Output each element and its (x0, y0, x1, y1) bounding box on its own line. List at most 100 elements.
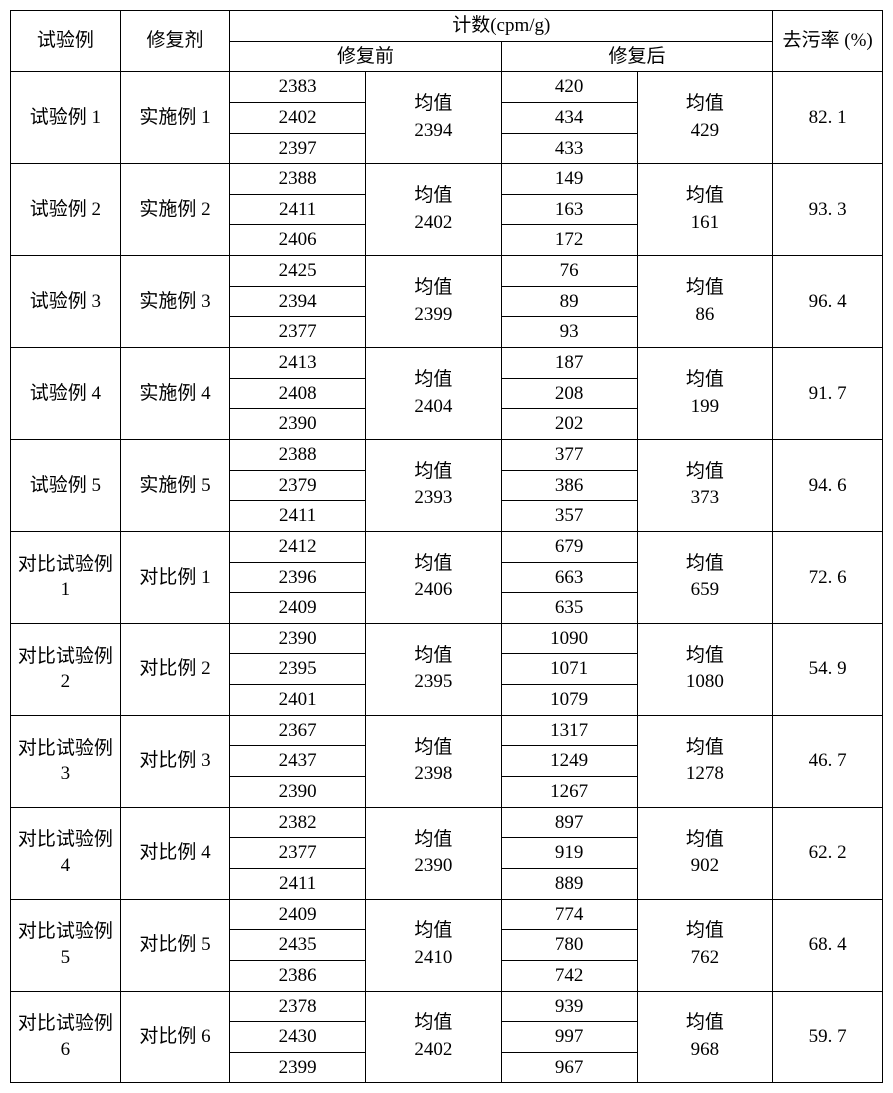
cell-before-value: 2386 (230, 960, 366, 991)
header-count-group: 计数(cpm/g) (230, 11, 773, 42)
table-row: 对比试验例 5对比例 52409均值2410774均值76268. 4 (11, 899, 883, 930)
cell-after-value: 433 (501, 133, 637, 164)
cell-before-value: 2412 (230, 531, 366, 562)
cell-after-value: 89 (501, 286, 637, 317)
cell-before-mean: 均值2399 (366, 256, 502, 348)
cell-after-value: 208 (501, 378, 637, 409)
cell-test-example: 试验例 3 (11, 256, 121, 348)
cell-after-value: 1071 (501, 654, 637, 685)
cell-after-value: 939 (501, 991, 637, 1022)
cell-after-value: 202 (501, 409, 637, 440)
cell-before-value: 2397 (230, 133, 366, 164)
table-row: 对比试验例 2对比例 22390均值23951090均值108054. 9 (11, 623, 883, 654)
cell-before-value: 2379 (230, 470, 366, 501)
cell-before-value: 2408 (230, 378, 366, 409)
cell-before-mean: 均值2398 (366, 715, 502, 807)
cell-before-mean: 均值2394 (366, 72, 502, 164)
cell-test-example: 试验例 1 (11, 72, 121, 164)
cell-after-value: 1317 (501, 715, 637, 746)
cell-after-value: 1267 (501, 777, 637, 808)
cell-after-mean: 均值199 (637, 348, 773, 440)
cell-after-value: 377 (501, 439, 637, 470)
header-agent: 修复剂 (120, 11, 230, 72)
cell-agent: 对比例 4 (120, 807, 230, 899)
cell-before-value: 2413 (230, 348, 366, 379)
cell-after-value: 163 (501, 194, 637, 225)
cell-decon-rate: 46. 7 (773, 715, 883, 807)
table-row: 对比试验例 1对比例 12412均值2406679均值65972. 6 (11, 531, 883, 562)
cell-after-value: 997 (501, 1022, 637, 1053)
cell-before-value: 2378 (230, 991, 366, 1022)
cell-after-mean: 均值762 (637, 899, 773, 991)
cell-after-value: 780 (501, 930, 637, 961)
cell-before-mean: 均值2402 (366, 991, 502, 1083)
cell-after-value: 187 (501, 348, 637, 379)
cell-decon-rate: 91. 7 (773, 348, 883, 440)
table-row: 试验例 5实施例 52388均值2393377均值37394. 6 (11, 439, 883, 470)
cell-after-value: 420 (501, 72, 637, 103)
cell-test-example: 对比试验例 5 (11, 899, 121, 991)
cell-before-value: 2411 (230, 194, 366, 225)
cell-after-value: 774 (501, 899, 637, 930)
cell-after-mean: 均值1278 (637, 715, 773, 807)
cell-after-mean: 均值659 (637, 531, 773, 623)
table-row: 试验例 3实施例 32425均值239976均值8696. 4 (11, 256, 883, 287)
cell-after-mean: 均值373 (637, 439, 773, 531)
cell-before-value: 2435 (230, 930, 366, 961)
cell-after-mean: 均值161 (637, 164, 773, 256)
cell-test-example: 试验例 5 (11, 439, 121, 531)
cell-before-value: 2411 (230, 868, 366, 899)
cell-test-example: 试验例 2 (11, 164, 121, 256)
cell-after-value: 1079 (501, 685, 637, 716)
cell-agent: 对比例 2 (120, 623, 230, 715)
cell-before-value: 2425 (230, 256, 366, 287)
table-row: 对比试验例 3对比例 32367均值23981317均值127846. 7 (11, 715, 883, 746)
cell-after-value: 897 (501, 807, 637, 838)
header-decon-rate: 去污率 (%) (773, 11, 883, 72)
cell-after-value: 663 (501, 562, 637, 593)
cell-agent: 实施例 1 (120, 72, 230, 164)
cell-agent: 对比例 3 (120, 715, 230, 807)
cell-after-value: 742 (501, 960, 637, 991)
header-after: 修复后 (501, 41, 773, 72)
cell-agent: 实施例 3 (120, 256, 230, 348)
cell-decon-rate: 82. 1 (773, 72, 883, 164)
header-row-1: 试验例 修复剂 计数(cpm/g) 去污率 (%) (11, 11, 883, 42)
cell-before-value: 2396 (230, 562, 366, 593)
cell-before-value: 2377 (230, 317, 366, 348)
cell-before-value: 2377 (230, 838, 366, 869)
cell-after-value: 889 (501, 868, 637, 899)
cell-before-mean: 均值2404 (366, 348, 502, 440)
cell-before-value: 2437 (230, 746, 366, 777)
cell-after-value: 434 (501, 102, 637, 133)
cell-decon-rate: 94. 6 (773, 439, 883, 531)
cell-before-value: 2390 (230, 623, 366, 654)
cell-decon-rate: 59. 7 (773, 991, 883, 1083)
cell-test-example: 试验例 4 (11, 348, 121, 440)
cell-test-example: 对比试验例 6 (11, 991, 121, 1083)
cell-before-mean: 均值2393 (366, 439, 502, 531)
cell-before-value: 2409 (230, 899, 366, 930)
table-row: 对比试验例 6对比例 62378均值2402939均值96859. 7 (11, 991, 883, 1022)
cell-before-value: 2430 (230, 1022, 366, 1053)
cell-after-value: 386 (501, 470, 637, 501)
cell-after-value: 679 (501, 531, 637, 562)
cell-before-value: 2401 (230, 685, 366, 716)
cell-after-mean: 均值1080 (637, 623, 773, 715)
cell-before-value: 2395 (230, 654, 366, 685)
cell-after-mean: 均值429 (637, 72, 773, 164)
cell-after-value: 1249 (501, 746, 637, 777)
cell-agent: 实施例 4 (120, 348, 230, 440)
cell-after-value: 635 (501, 593, 637, 624)
table-header: 试验例 修复剂 计数(cpm/g) 去污率 (%) 修复前 修复后 (11, 11, 883, 72)
table-row: 试验例 4实施例 42413均值2404187均值19991. 7 (11, 348, 883, 379)
cell-decon-rate: 72. 6 (773, 531, 883, 623)
cell-agent: 对比例 5 (120, 899, 230, 991)
cell-before-value: 2409 (230, 593, 366, 624)
cell-after-mean: 均值968 (637, 991, 773, 1083)
cell-after-value: 149 (501, 164, 637, 195)
cell-before-value: 2388 (230, 164, 366, 195)
cell-before-value: 2399 (230, 1052, 366, 1083)
cell-after-value: 967 (501, 1052, 637, 1083)
cell-decon-rate: 62. 2 (773, 807, 883, 899)
